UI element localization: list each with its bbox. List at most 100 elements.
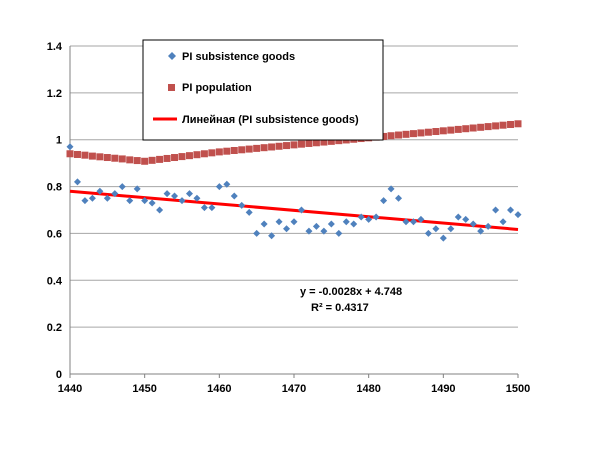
data-point-subsistence [350,220,358,228]
data-point-subsistence [432,225,440,233]
data-point-subsistence [372,213,380,221]
data-point-population [223,147,231,155]
x-tick-label: 1470 [282,383,306,395]
data-point-subsistence [365,215,373,223]
data-point-population [200,150,208,158]
data-point-population [297,140,305,148]
data-point-population [395,131,403,139]
data-point-population [230,146,238,154]
data-point-subsistence [103,194,111,202]
data-point-subsistence [66,143,74,151]
data-point-subsistence [395,194,403,202]
data-point-subsistence [290,218,298,226]
data-point-population [424,128,432,136]
data-point-subsistence [96,187,104,195]
data-point-subsistence [492,206,500,214]
data-point-subsistence [484,222,492,230]
data-point-population [185,152,193,160]
data-point-population [290,141,298,149]
data-point-population [477,123,485,131]
data-point-subsistence [447,225,455,233]
data-point-subsistence [335,229,343,237]
data-point-population [215,148,223,156]
y-tick-label: 0 [56,369,62,381]
legend-square-marker [168,84,175,91]
data-point-population [327,137,335,145]
data-point-subsistence [81,197,89,205]
data-point-subsistence [193,194,201,202]
data-point-subsistence [171,192,179,200]
data-point-population [387,132,395,140]
data-point-subsistence [163,190,171,198]
data-point-subsistence [477,227,485,235]
data-point-population [66,150,74,158]
data-point-population [245,145,253,153]
data-point-population [118,155,126,163]
data-point-population [133,157,141,165]
data-point-population [409,130,417,138]
data-point-population [193,151,201,159]
legend-label-population: PI population [182,82,252,94]
data-point-subsistence [208,204,216,212]
data-point-population [253,144,261,152]
data-point-population [462,125,470,133]
data-point-subsistence [238,201,246,209]
data-point-subsistence [185,190,193,198]
data-point-population [156,155,164,163]
data-point-population [469,124,477,132]
data-point-population [283,142,291,150]
data-point-population [492,122,500,130]
x-tick-label: 1440 [58,383,82,395]
legend-box [142,39,384,141]
data-point-population [111,154,119,162]
data-point-subsistence [260,220,268,228]
data-point-subsistence [223,180,231,188]
data-point-population [402,130,410,138]
legend-diamond-marker [168,52,176,60]
trendline-r-squared: R² = 0.4317 [311,302,369,314]
legend-label-subsistence: PI subsistence goods [182,51,295,63]
series-pi-subsistence-goods [66,143,522,242]
data-point-subsistence [141,197,149,205]
data-point-population [312,139,320,147]
data-point-population [380,132,388,140]
legend: PI subsistence goods PI population Линей… [142,39,384,141]
data-point-subsistence [283,225,291,233]
y-tick-label: 1 [56,135,62,147]
y-tick-label: 1.4 [47,41,63,53]
data-point-subsistence [462,215,470,223]
x-tick-labels: 1440 1450 1460 1470 1480 1490 1500 [58,383,530,395]
data-point-population [260,144,268,152]
y-tick-label: 1.2 [47,88,62,100]
data-point-subsistence [215,183,223,191]
data-point-population [126,156,134,164]
data-point-subsistence [387,185,395,193]
data-point-population [447,126,455,134]
data-point-subsistence [305,227,313,235]
data-point-population [432,128,440,136]
data-point-subsistence [275,218,283,226]
data-point-population [320,138,328,146]
data-point-population [148,156,156,164]
axes [69,46,519,378]
data-point-population [507,120,515,128]
data-point-population [73,150,81,158]
data-point-subsistence [402,218,410,226]
data-point-subsistence [133,185,141,193]
y-tick-label: 0.8 [47,182,62,194]
data-point-subsistence [312,222,320,230]
data-point-subsistence [357,213,365,221]
data-point-subsistence [88,194,96,202]
data-point-population [103,154,111,162]
y-tick-label: 0.6 [47,228,62,240]
data-point-population [514,120,522,128]
legend-label-trendline: Линейная (PI subsistence goods) [182,114,359,126]
data-point-population [96,153,104,161]
data-point-subsistence [342,218,350,226]
data-point-subsistence [297,206,305,214]
data-point-population [484,123,492,131]
data-point-population [88,152,96,160]
data-point-population [81,151,89,159]
data-point-subsistence [507,206,515,214]
